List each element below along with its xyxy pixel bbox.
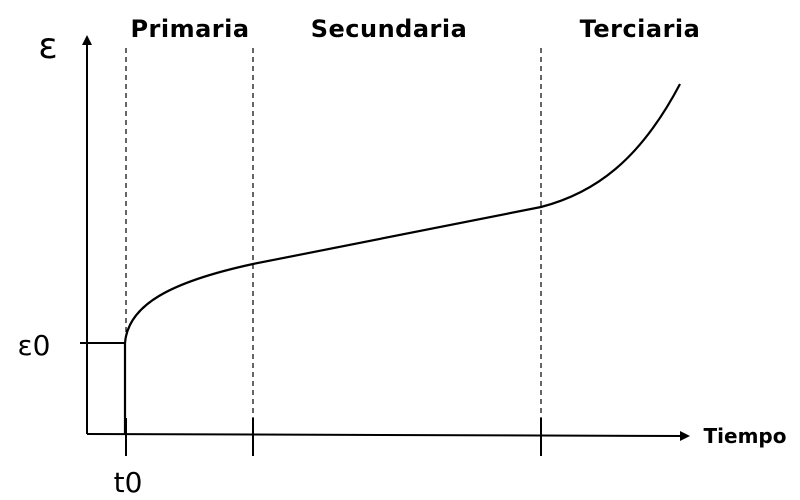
creep-curve bbox=[123, 83, 681, 434]
y-axis-symbol: ε bbox=[38, 26, 57, 67]
stage-label-secondary: Secundaria bbox=[311, 15, 468, 43]
x-axis-label: Tiempo bbox=[704, 424, 787, 448]
x-tick-label-t0: t0 bbox=[114, 466, 143, 499]
y-tick-label-epsilon0: ε0 bbox=[18, 329, 51, 362]
x-axis bbox=[86, 430, 690, 441]
stage-label-primary: Primaria bbox=[130, 15, 249, 43]
stage-label-tertiary: Terciaria bbox=[580, 15, 701, 43]
